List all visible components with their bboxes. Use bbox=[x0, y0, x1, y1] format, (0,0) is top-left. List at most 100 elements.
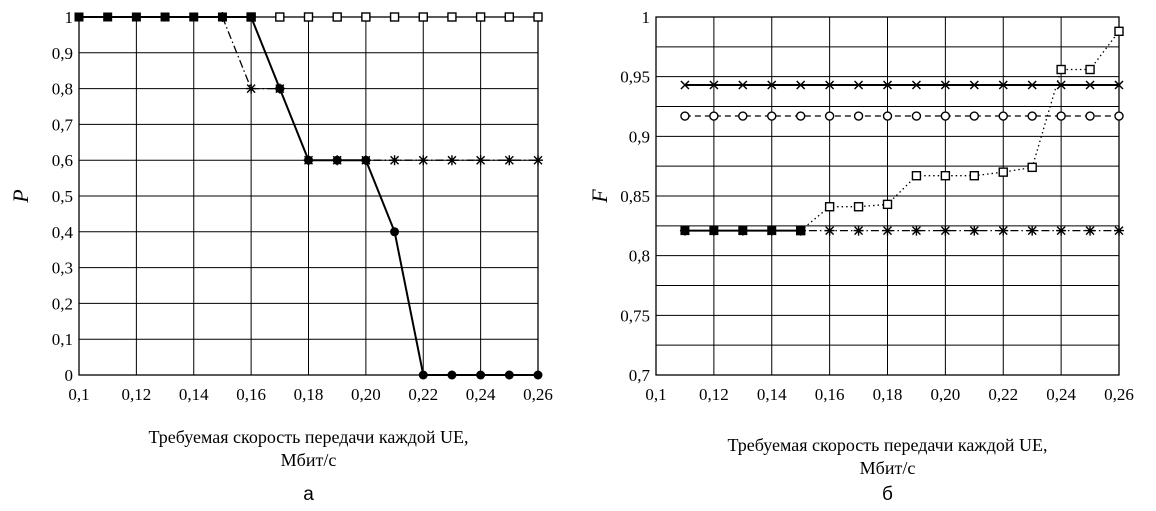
x-tick-label: 0,24 bbox=[1046, 385, 1076, 404]
data-point-asterisk bbox=[446, 155, 457, 166]
plot-frame bbox=[655, 16, 1120, 376]
data-point-open-circle bbox=[969, 111, 980, 121]
data-point-open-square bbox=[998, 167, 1008, 177]
x-tick-label: 0,1 bbox=[645, 385, 666, 404]
data-point-filled-square bbox=[160, 12, 170, 22]
data-point-open-circle bbox=[1085, 111, 1095, 121]
y-tick-label: 0,5 bbox=[52, 187, 73, 206]
data-point-x bbox=[680, 80, 690, 90]
x-axis-label-line: Мбит/с bbox=[860, 458, 916, 478]
data-point-open-circle bbox=[940, 111, 951, 121]
data-point-open-square bbox=[418, 12, 428, 22]
data-point-filled-circle bbox=[418, 370, 428, 380]
chart-panel-2: 0,1 0,12 0,14 0,16 0,18 0,20 0,22 0,24 0,260,70,… bbox=[587, 8, 1134, 505]
x-tick-label: 0,14 bbox=[179, 385, 209, 404]
data-point-asterisk bbox=[882, 225, 893, 236]
data-point-x bbox=[738, 80, 748, 90]
data-point-open-circle bbox=[1027, 111, 1037, 121]
data-point-open-square bbox=[389, 12, 400, 22]
y-tick-label: 0,2 bbox=[52, 294, 73, 313]
data-point-asterisk bbox=[969, 225, 980, 236]
data-point-filled-square bbox=[189, 12, 199, 22]
data-point-open-square bbox=[824, 202, 835, 212]
x-tick-label: 0,26 bbox=[1104, 385, 1134, 404]
data-point-filled-square bbox=[709, 226, 719, 236]
data-point-open-square bbox=[475, 12, 486, 22]
grid bbox=[79, 17, 538, 375]
y-tick-labels: 0,7 0,75 0,8 0,85 0,9 0,95 1 bbox=[620, 8, 650, 385]
data-point-asterisk bbox=[389, 155, 400, 166]
y-tick-labels: 0 0,1 0,2 0,3 0,4 0,5 0,6 0,7 0,8 0,9 1 bbox=[52, 8, 74, 385]
panel-label: а bbox=[303, 484, 314, 505]
series-2 bbox=[680, 111, 1124, 121]
data-point-open-circle bbox=[680, 111, 690, 121]
x-axis-label-line: Требуемая скорость передачи каждой UE, bbox=[148, 427, 468, 447]
data-point-x bbox=[911, 80, 921, 90]
data-point-asterisk bbox=[533, 155, 543, 166]
series-3 bbox=[246, 12, 543, 380]
x-tick-label: 0,24 bbox=[466, 385, 496, 404]
data-point-open-circle bbox=[911, 111, 922, 121]
y-tick-label: 0,7 bbox=[52, 115, 74, 134]
data-point-filled-circle bbox=[275, 84, 285, 94]
data-point-x bbox=[796, 80, 806, 90]
data-point-open-square bbox=[1027, 162, 1037, 173]
series-3 bbox=[795, 26, 1124, 236]
data-point-open-square bbox=[361, 12, 371, 22]
data-point-filled-square bbox=[796, 226, 806, 236]
x-tick-labels: 0,1 0,12 0,14 0,16 0,18 0,20 0,22 0,24 0,26 bbox=[68, 385, 553, 404]
data-point-filled-circle bbox=[332, 155, 342, 165]
x-tick-label: 0,1 bbox=[68, 385, 89, 404]
data-point-open-square bbox=[447, 12, 457, 22]
data-point-open-circle bbox=[709, 111, 719, 121]
series-5 bbox=[680, 226, 806, 236]
data-point-asterisk bbox=[911, 225, 922, 236]
data-point-open-circle bbox=[738, 111, 748, 121]
data-point-filled-circle bbox=[533, 370, 543, 380]
x-tick-labels: 0,1 0,12 0,14 0,16 0,18 0,20 0,22 0,24 0,26 bbox=[645, 385, 1134, 404]
data-point-filled-circle bbox=[504, 370, 514, 380]
data-point-x bbox=[940, 80, 950, 90]
data-point-open-circle bbox=[998, 111, 1008, 121]
data-point-filled-square bbox=[738, 226, 748, 236]
grid bbox=[656, 17, 1119, 375]
y-tick-label: 0,3 bbox=[52, 259, 73, 278]
x-tick-label: 0,18 bbox=[294, 385, 324, 404]
y-tick-label: 0,85 bbox=[620, 187, 650, 206]
data-point-filled-circle bbox=[390, 227, 400, 237]
data-point-open-circle bbox=[767, 111, 777, 121]
data-point-asterisk bbox=[475, 155, 486, 166]
data-point-open-square bbox=[533, 12, 543, 22]
y-tick-label: 0,7 bbox=[629, 366, 651, 385]
y-tick-label: 0,6 bbox=[52, 151, 73, 170]
data-point-asterisk bbox=[1085, 225, 1096, 236]
x-tick-label: 0,16 bbox=[815, 385, 845, 404]
x-axis-label-line: Мбит/с bbox=[281, 450, 337, 470]
data-point-open-square bbox=[940, 171, 951, 181]
data-point-open-square bbox=[275, 12, 285, 22]
data-point-asterisk bbox=[1027, 225, 1038, 236]
data-point-filled-square bbox=[217, 12, 227, 22]
data-point-asterisk bbox=[940, 225, 951, 236]
data-point-open-square bbox=[969, 171, 980, 181]
data-point-filled-square bbox=[103, 12, 113, 22]
y-tick-label: 0,8 bbox=[52, 80, 73, 99]
data-point-asterisk bbox=[504, 155, 515, 166]
data-point-x bbox=[767, 80, 777, 90]
x-tick-label: 0,14 bbox=[757, 385, 787, 404]
x-tick-label: 0,22 bbox=[408, 385, 438, 404]
data-point-filled-square bbox=[680, 226, 690, 236]
data-point-open-square bbox=[303, 12, 314, 22]
chart-panel-1: 0,1 0,12 0,14 0,16 0,18 0,20 0,22 0,24 0,2600,10… bbox=[8, 8, 553, 505]
data-point-x bbox=[854, 80, 864, 90]
x-tick-label: 0,12 bbox=[699, 385, 729, 404]
data-point-open-square bbox=[1114, 26, 1124, 37]
data-point-x bbox=[825, 80, 835, 90]
data-point-asterisk bbox=[998, 225, 1009, 236]
data-point-open-square bbox=[911, 171, 922, 181]
data-point-asterisk bbox=[1114, 225, 1124, 236]
data-point-open-circle bbox=[1114, 111, 1124, 121]
series-4 bbox=[74, 12, 256, 22]
data-point-open-square bbox=[882, 199, 893, 210]
